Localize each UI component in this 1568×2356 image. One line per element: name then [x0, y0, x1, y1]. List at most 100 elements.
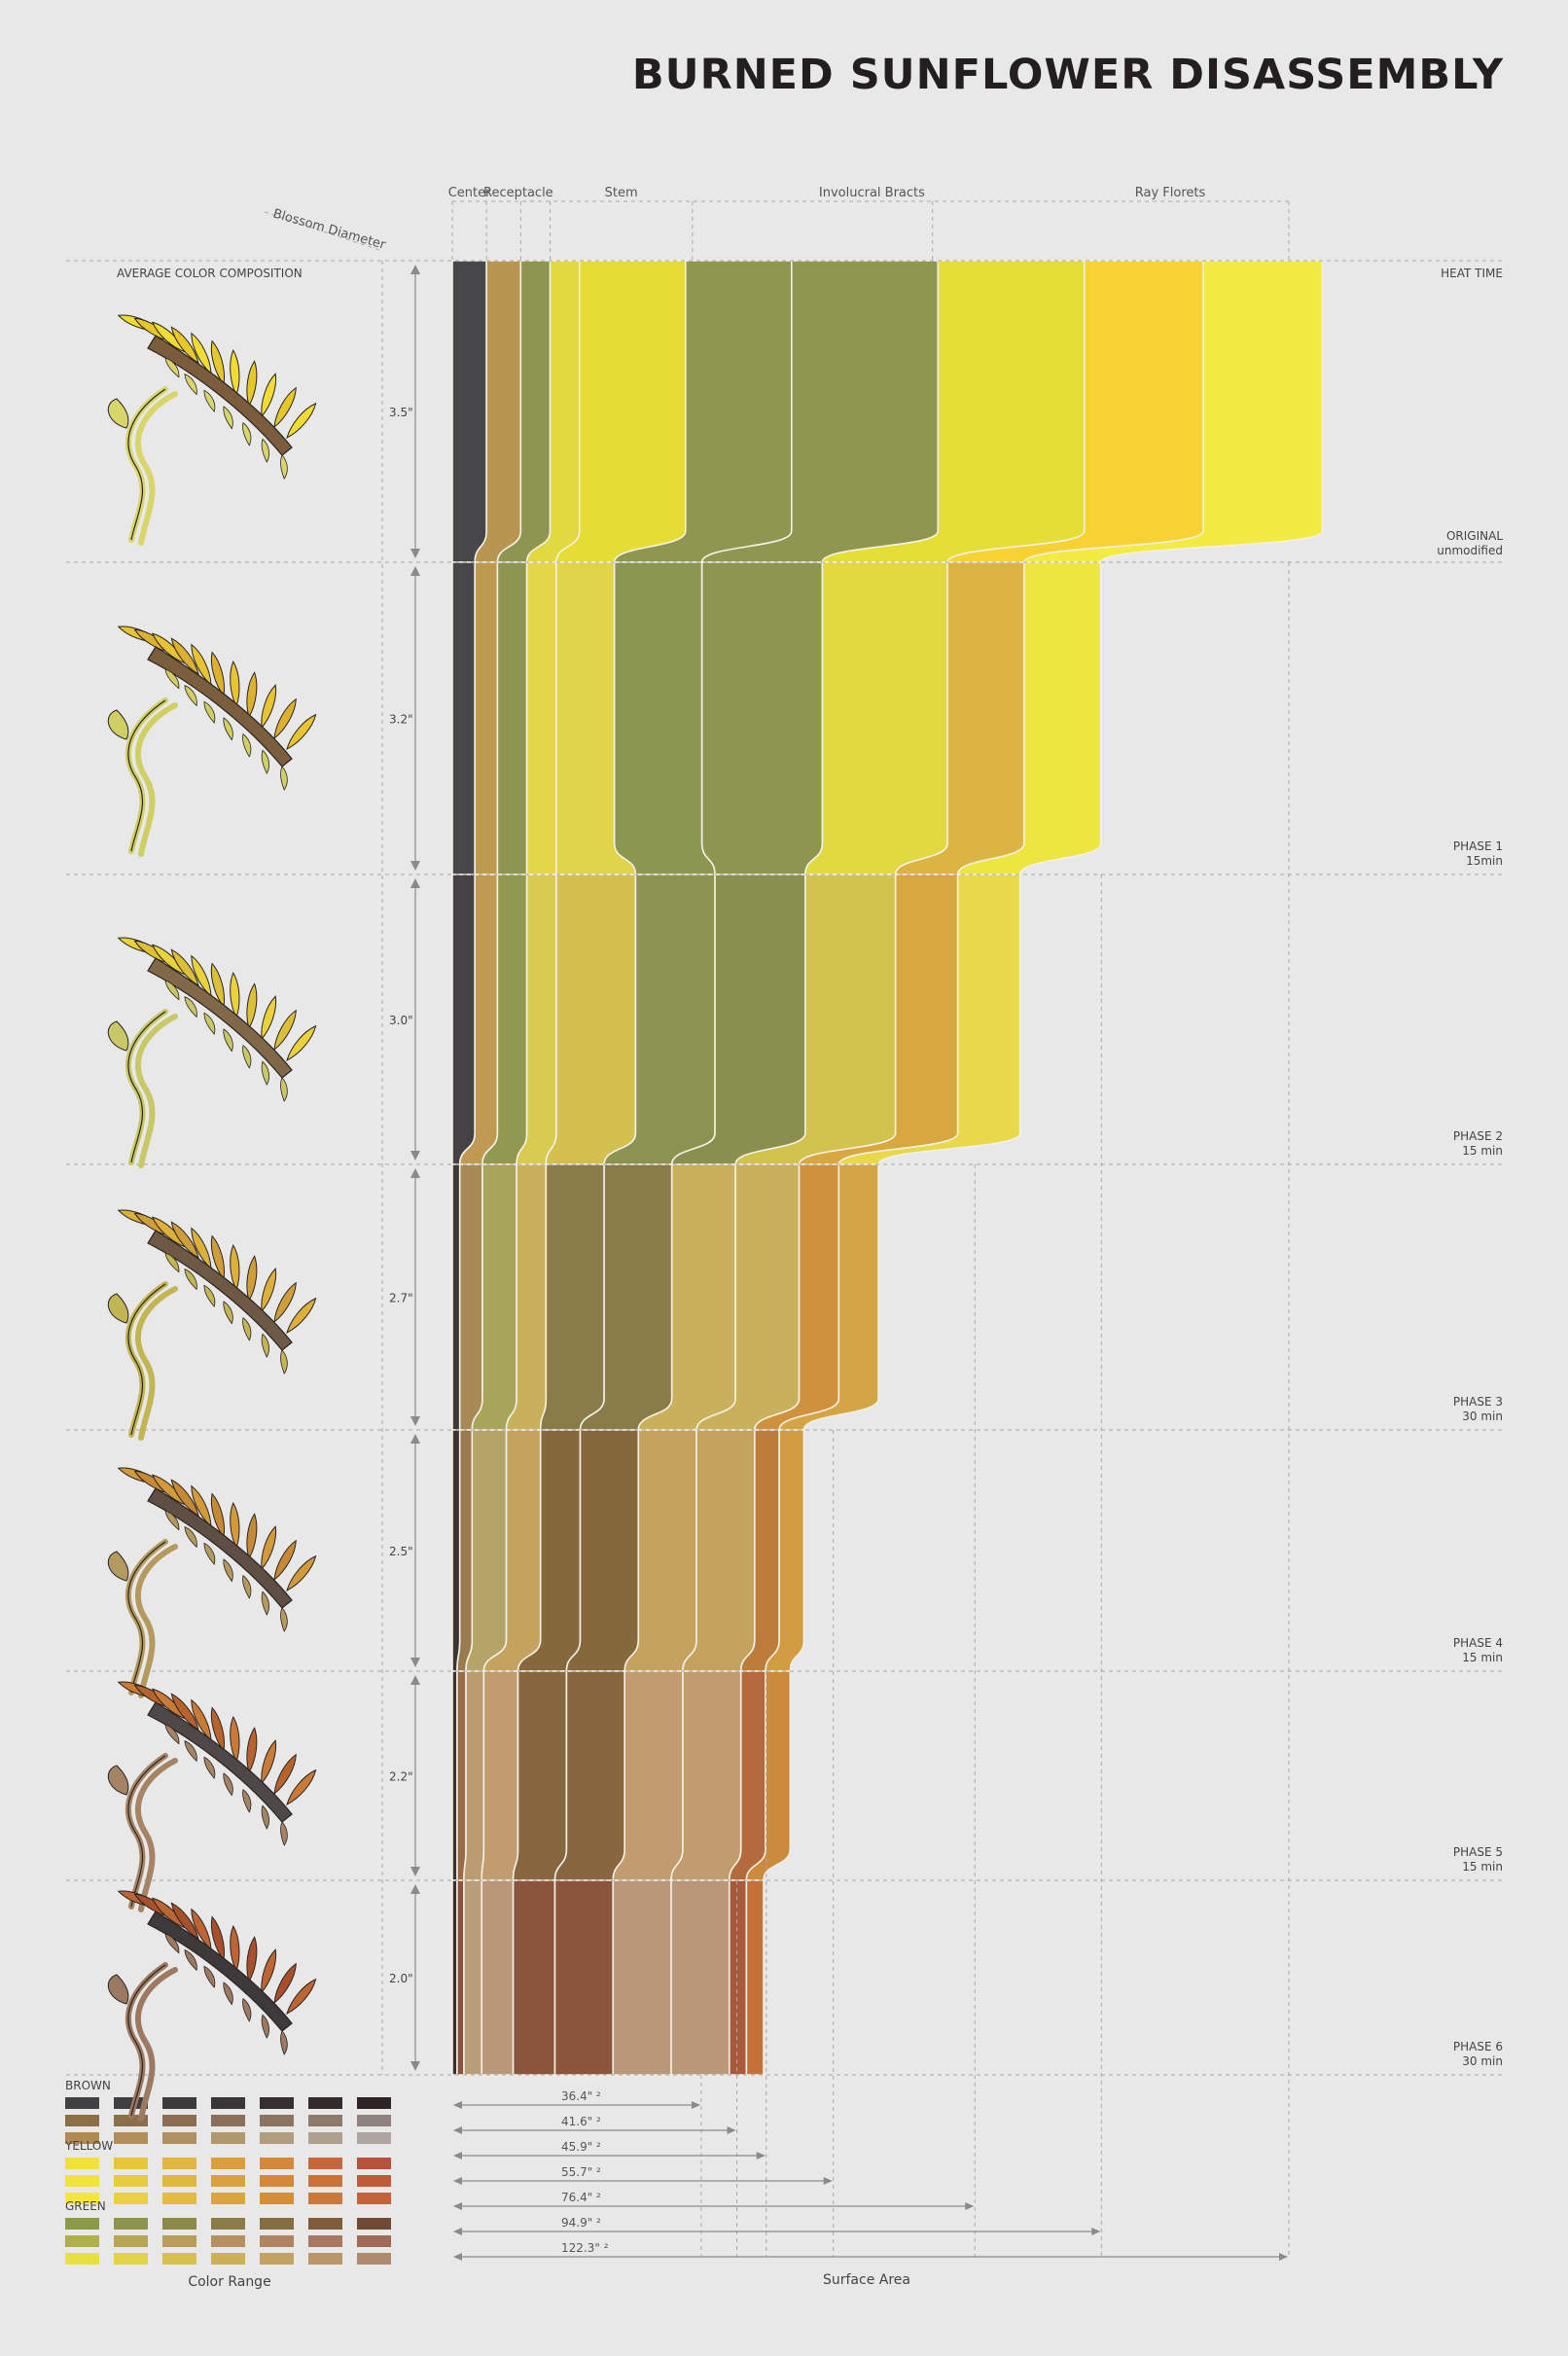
phase-name-0: ORIGINAL — [1446, 529, 1503, 543]
petal-1-10 — [286, 713, 317, 750]
petal-3-9 — [273, 1281, 297, 1324]
swatch-brown-2-4 — [260, 2132, 294, 2144]
petal-1-8 — [261, 684, 277, 730]
petal-2-7 — [246, 982, 258, 1030]
bract-5-0 — [164, 1724, 180, 1745]
bract-6-0 — [164, 1933, 180, 1954]
bract-5-5 — [261, 1804, 270, 1830]
surface-arrow-head-left-2 — [453, 2202, 462, 2210]
bract-4-3 — [223, 1558, 233, 1583]
bract-2-3 — [223, 1028, 233, 1053]
bract-0-6 — [280, 454, 288, 480]
bract-2-2 — [203, 1012, 216, 1035]
swatch-green-1-5 — [308, 2235, 342, 2247]
bract-5-2 — [203, 1756, 216, 1779]
band-receptacle-2-phase-6 — [463, 1879, 483, 2076]
swatch-brown-0-1 — [114, 2097, 148, 2109]
surface-arrow-head-right-4 — [756, 2152, 766, 2160]
bract-1-6 — [280, 766, 288, 791]
bract-2-4 — [242, 1044, 252, 1069]
band-center-1-phase-6 — [456, 1879, 465, 2076]
petal-2-4 — [191, 954, 212, 998]
swatch-yellow-2-0 — [65, 2193, 99, 2204]
petal-4-7 — [246, 1513, 258, 1560]
category-label-4: Ray Florets — [1135, 186, 1206, 200]
diameter-arrow-head-top-5 — [410, 1675, 420, 1685]
band-center-0-phase-4 — [451, 1429, 461, 1672]
surface-arrow-head-right-3 — [823, 2177, 833, 2185]
band-involucral-bracts-7-phase-6 — [670, 1879, 731, 2076]
swatch-brown-0-2 — [162, 2097, 196, 2109]
area-bands — [451, 260, 1324, 2076]
swatch-yellow-2-6 — [357, 2193, 391, 2204]
swatch-brown-1-2 — [162, 2115, 196, 2126]
petal-4-5 — [210, 1492, 225, 1539]
band-ray-florets-9-phase-6 — [745, 1879, 765, 2076]
average-color-label: AVERAGE COLOR COMPOSITION — [117, 267, 303, 280]
page-title: BURNED SUNFLOWER DISASSEMBLY — [631, 51, 1504, 99]
swatch-yellow-0-2 — [162, 2158, 196, 2169]
leaf-5 — [107, 1765, 129, 1796]
leaf-3 — [107, 1293, 129, 1324]
swatch-green-0-0 — [65, 2218, 99, 2230]
petal-4-9 — [273, 1539, 297, 1582]
bract-5-1 — [184, 1740, 197, 1763]
band-center-0-phase-2 — [451, 874, 477, 1165]
band-center-1-phase-5 — [456, 1670, 467, 1881]
swatch-brown-0-0 — [65, 2097, 99, 2109]
petal-0-5 — [210, 339, 225, 386]
petal-3-4 — [191, 1227, 212, 1270]
swatch-green-2-6 — [357, 2253, 391, 2265]
category-label-3: Involucral Bracts — [819, 186, 925, 200]
bract-3-6 — [280, 1349, 288, 1374]
petal-5-5 — [210, 1706, 225, 1753]
bract-6-5 — [261, 2014, 270, 2039]
swatch-green-0-6 — [357, 2218, 391, 2230]
phase-name-6: PHASE 6 — [1453, 2040, 1503, 2053]
petal-6-5 — [210, 1915, 225, 1962]
category-label-2: Stem — [605, 186, 638, 200]
swatch-yellow-1-4 — [260, 2175, 294, 2187]
stem-outline-2 — [127, 1011, 166, 1163]
surface-arrow-head-left-5 — [453, 2126, 462, 2134]
band-center-1-phase-4 — [456, 1429, 474, 1672]
swatch-green-1-1 — [114, 2235, 148, 2247]
bract-2-0 — [164, 980, 180, 1001]
diameter-arrow-head-top-0 — [410, 265, 420, 274]
band-center-0-phase-3 — [451, 1163, 461, 1431]
bract-6-6 — [280, 2030, 288, 2055]
color-range: BROWN YELLOW GREEN Color Range — [64, 2079, 391, 2290]
swatch-green-0-1 — [114, 2218, 148, 2230]
petal-6-6 — [230, 1924, 240, 1973]
bract-0-5 — [261, 438, 270, 463]
band-involucral-bracts-6-phase-6 — [612, 1879, 672, 2076]
petal-0-10 — [286, 402, 317, 439]
swatch-brown-1-5 — [308, 2115, 342, 2126]
petal-0-8 — [261, 373, 277, 418]
swatch-yellow-0-1 — [114, 2158, 148, 2169]
stem-outline-6 — [127, 1964, 166, 2117]
petal-3-3 — [170, 1221, 199, 1260]
sunflower-illustration-5 — [107, 1681, 317, 1912]
band-stem-3-phase-6 — [481, 1879, 515, 2076]
petal-0-7 — [246, 360, 258, 408]
band-center-0-phase-1 — [451, 561, 477, 875]
petal-4-6 — [230, 1501, 240, 1550]
phase-time-1: 15min — [1466, 854, 1503, 868]
bract-2-6 — [280, 1077, 288, 1102]
swatch-brown-2-0 — [65, 2132, 99, 2144]
bract-2-5 — [261, 1060, 270, 1086]
swatch-green-2-3 — [211, 2253, 245, 2265]
band-center-1-phase-3 — [458, 1163, 483, 1431]
swatch-yellow-1-1 — [114, 2175, 148, 2187]
surface-value-3: 55.7" ² — [561, 2165, 601, 2179]
surface-arrow-head-right-6 — [691, 2101, 700, 2109]
diameter-arrow-head-bottom-6 — [410, 2061, 420, 2071]
petal-1-9 — [273, 697, 297, 740]
band-stem-4-phase-3 — [539, 1163, 605, 1431]
color-range-group-yellow: YELLOW — [64, 2139, 113, 2153]
band-ray-florets-8-phase-6 — [728, 1879, 748, 2076]
category-label-1: Receptacle — [483, 186, 553, 200]
surface-value-0: 122.3" ² — [561, 2241, 609, 2255]
